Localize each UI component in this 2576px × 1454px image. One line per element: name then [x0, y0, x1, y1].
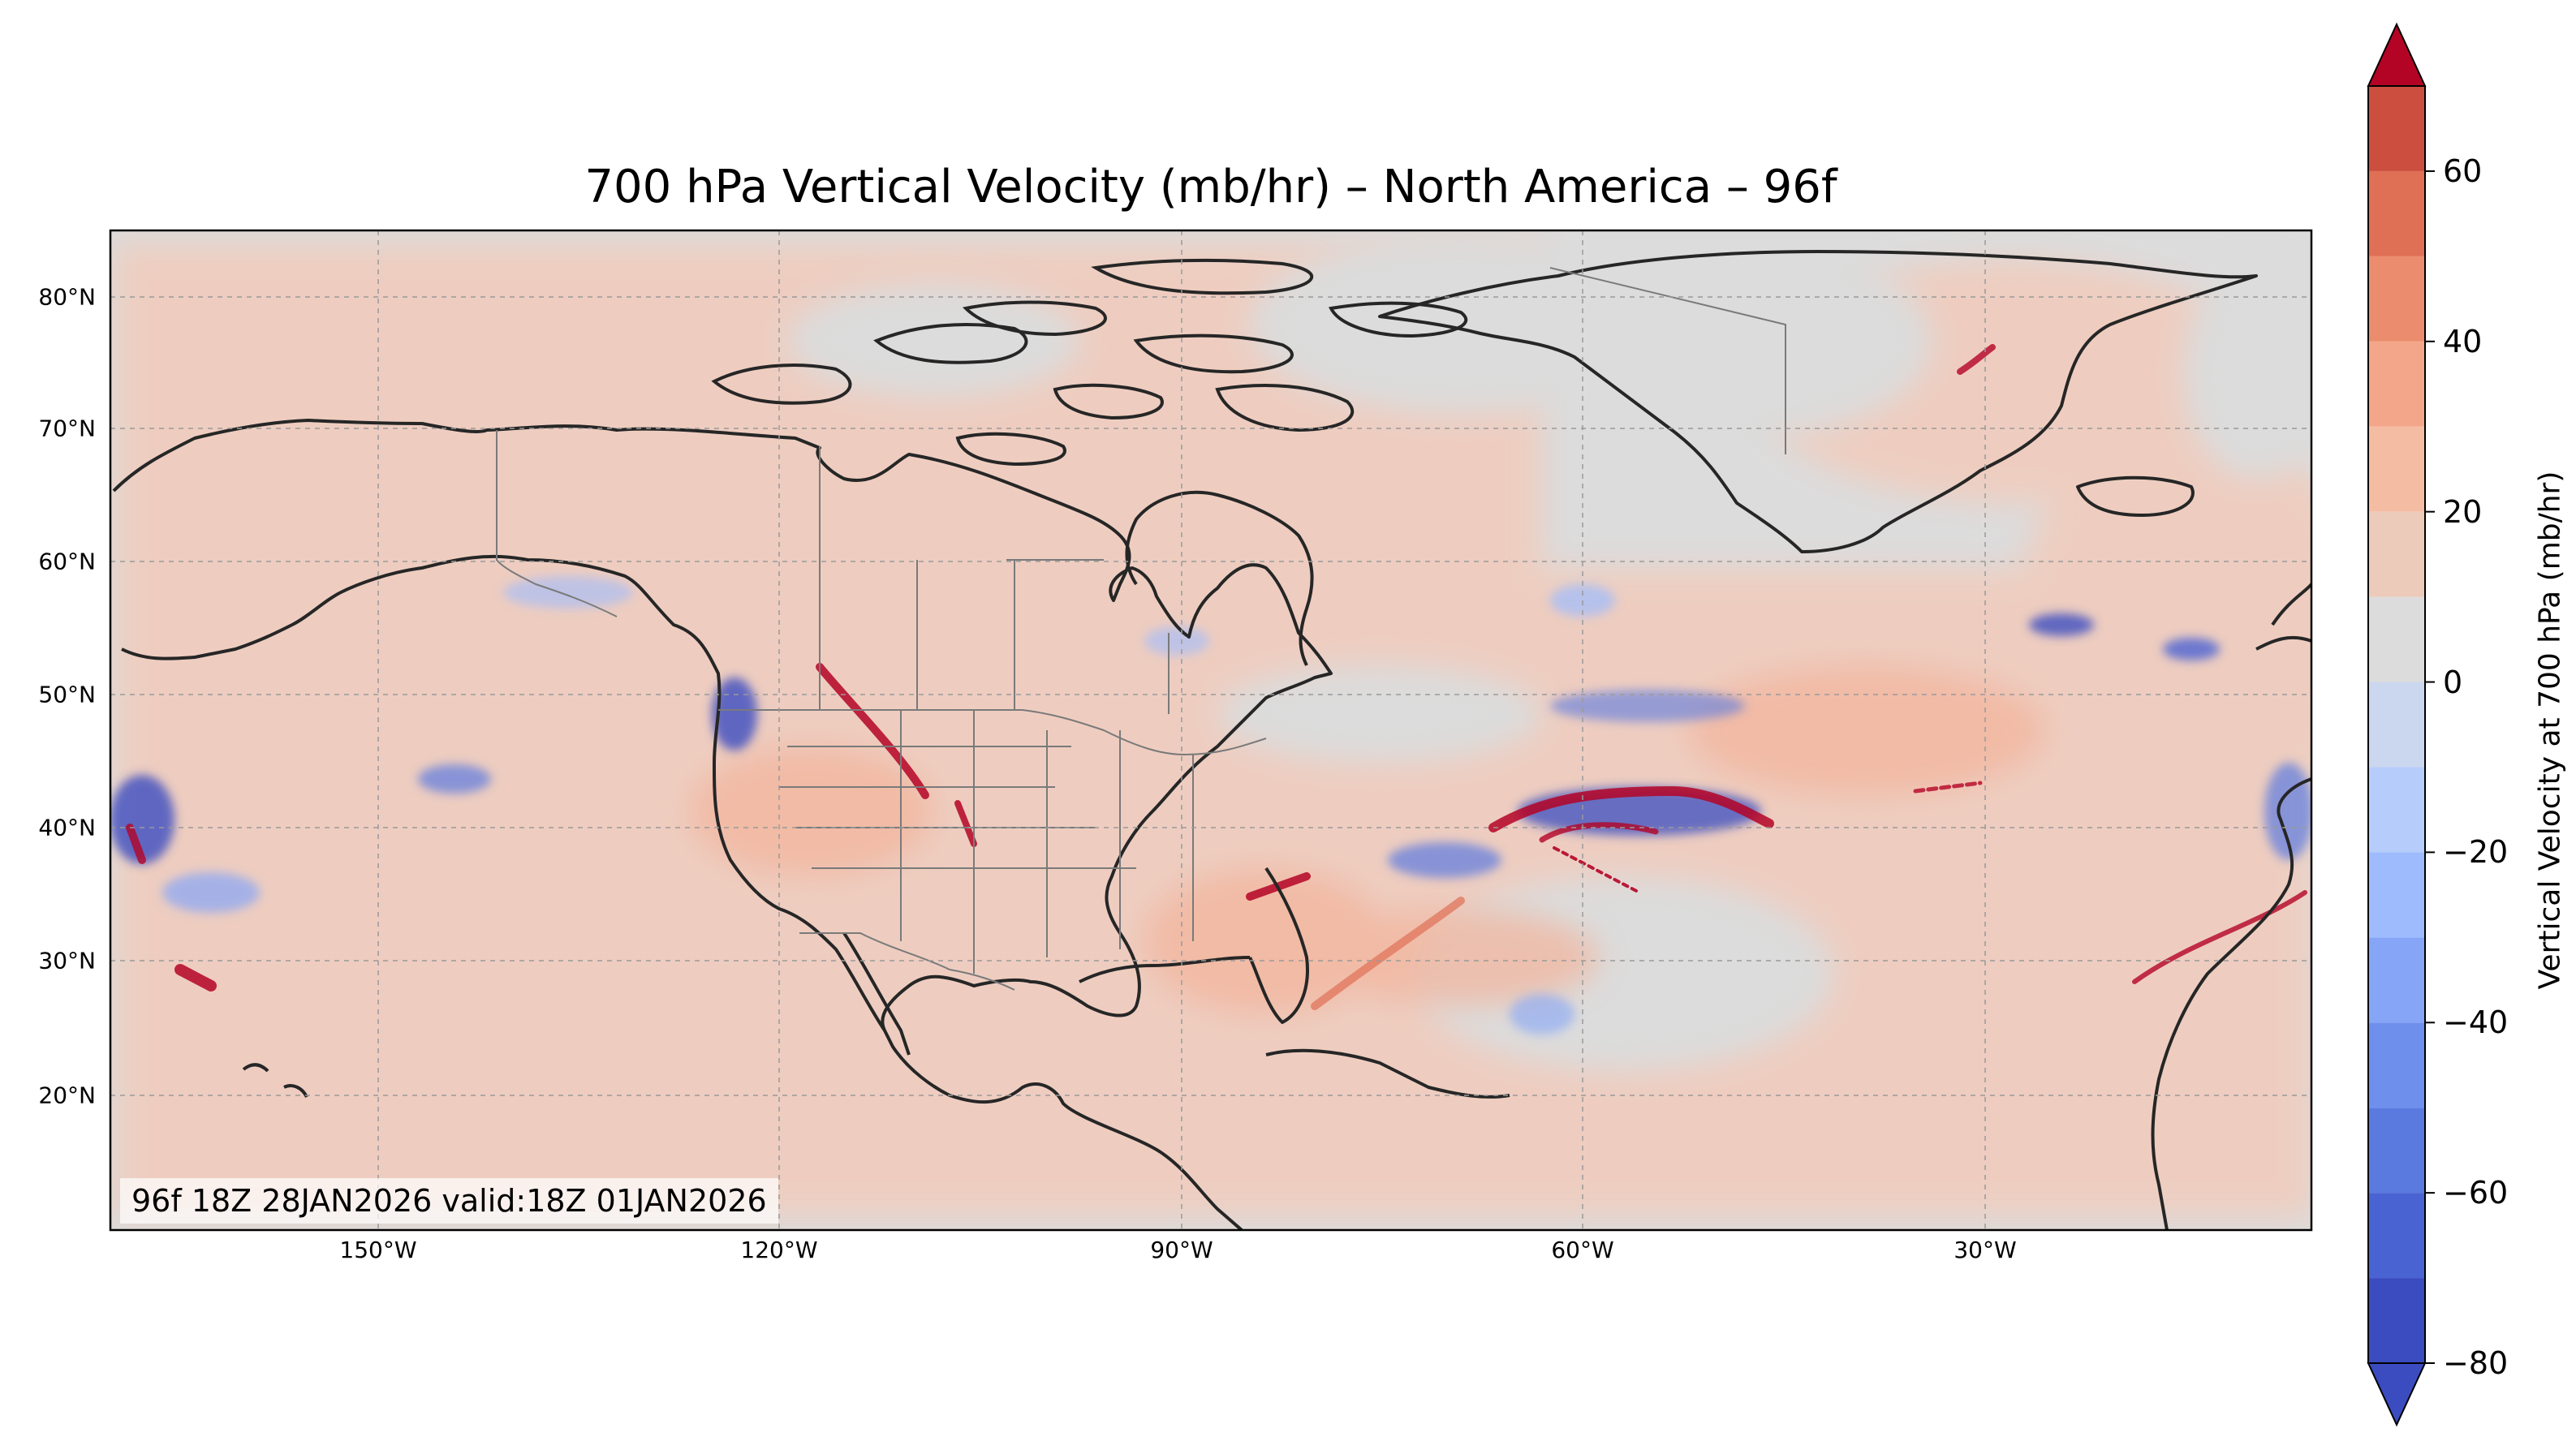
lat-label: 80°N: [38, 283, 96, 311]
colorbar-label: Vertical Velocity at 700 hPa (mb/hr): [2533, 471, 2567, 990]
coastline-greenland: [1378, 250, 2258, 553]
colorbar-segment: [2368, 1193, 2425, 1279]
coastline-north-america-west: [112, 419, 1333, 1230]
colorbar-segment: [2368, 596, 2425, 682]
colorbar-segment: [2368, 341, 2425, 427]
coastline-baja: [842, 931, 911, 1056]
colorbar-extend-min: [2367, 1362, 2427, 1427]
coastline-gulf: [1079, 956, 1251, 983]
colorbar-segment: [2368, 170, 2425, 256]
lat-label: 40°N: [38, 814, 96, 841]
colorbar-segment: [2368, 256, 2425, 342]
coastline-florida: [1248, 867, 1309, 1024]
colorbar-segment: [2368, 511, 2425, 597]
border-states: [779, 710, 1194, 974]
colorbar-extend-max: [2367, 22, 2427, 87]
colorbar-tick-label: −20: [2443, 834, 2509, 871]
lat-label: 30°N: [38, 947, 96, 974]
colorbar-segment: [2368, 852, 2425, 938]
field-stronger-positive: [690, 665, 2045, 1014]
coastlines: [112, 250, 2311, 1230]
lon-label: 120°W: [740, 1237, 818, 1263]
border-us-canada: [718, 709, 1267, 756]
colorbar-segment: [2368, 86, 2425, 171]
lat-label: 70°N: [38, 415, 96, 442]
colorbar-segment: [2368, 682, 2425, 768]
coastline-hudson-bay: [1125, 490, 1314, 666]
lat-label: 60°N: [38, 548, 96, 575]
border-provinces: [819, 267, 1786, 714]
lon-label: 90°W: [1150, 1237, 1213, 1263]
colorbar-segment: [2368, 426, 2425, 512]
colorbar-tick-label: −60: [2443, 1175, 2509, 1211]
valid-time-label: 96f 18Z 28JAN2026 valid:18Z 01JAN2026: [120, 1178, 778, 1224]
map-panel: [110, 230, 2311, 1230]
map-title: 700 hPa Vertical Velocity (mb/hr) – Nort…: [584, 161, 1837, 213]
border-alaska-canada: [496, 430, 618, 617]
lon-label: 30°W: [1954, 1237, 2017, 1263]
colorbar-segment: [2368, 937, 2425, 1023]
colorbar-frame: [2367, 85, 2426, 1364]
map-frame: [109, 229, 2313, 1232]
border-us-mexico: [799, 932, 1015, 991]
coastline-uk: [2255, 583, 2311, 651]
colorbar-tick-label: 0: [2443, 664, 2463, 700]
arctic-islands: [711, 258, 1468, 467]
colorbar-tick-label: −80: [2443, 1345, 2509, 1381]
coastline-pacific: [121, 554, 886, 1032]
colorbar: [2367, 22, 2435, 1427]
colorbar-tick-label: 60: [2443, 153, 2483, 189]
colorbar-tick-label: −40: [2443, 1004, 2509, 1041]
lon-label: 150°W: [339, 1237, 417, 1263]
coastline-cuba: [1265, 1048, 1510, 1099]
coastline-hawaii: [242, 1063, 308, 1098]
colorbar-segment: [2368, 1022, 2425, 1108]
field-strong-positive: [126, 344, 2307, 1010]
lat-label: 20°N: [38, 1082, 96, 1109]
lon-label: 60°W: [1551, 1237, 1614, 1263]
lat-label: 50°N: [38, 681, 96, 708]
colorbar-tick-label: 40: [2443, 323, 2483, 359]
colorbar-segment: [2368, 767, 2425, 853]
coastline-iberia-africa: [2151, 777, 2311, 1230]
coastline-iceland: [2076, 475, 2195, 517]
colorbar-segment: [2368, 1108, 2425, 1194]
colorbar-tick-label: 20: [2443, 493, 2483, 530]
gridlines: [110, 230, 2311, 1230]
colorbar-segment: [2368, 1278, 2425, 1363]
political-borders: [496, 267, 1786, 991]
